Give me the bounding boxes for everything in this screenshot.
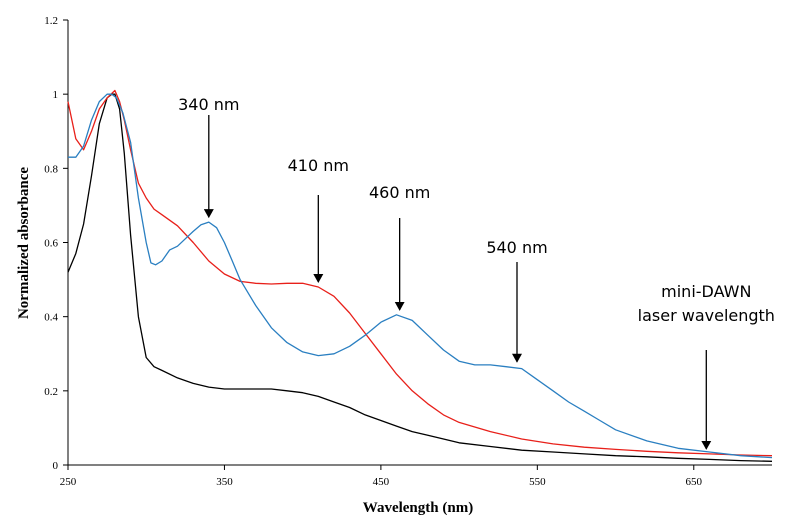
y-tick-label: 1 [53,89,59,101]
x-tick-label: 450 [373,476,390,488]
y-tick-label: 0.4 [44,312,58,324]
x-axis-label: Wavelength (nm) [363,500,473,516]
series-line-1 [67,89,773,457]
x-tick-label: 350 [216,476,233,488]
annotation-label: 460 nm [369,183,430,202]
series-layer [67,89,773,462]
annotation-label-line2: laser wavelength [638,306,775,325]
annotation-layer: 340 nm 410 nm 460 nm 540 nm mini-DAWN laser w… [178,95,775,450]
x-tick-label: 650 [686,476,703,488]
x-tick-label: 250 [60,476,77,488]
x-tick-label: 550 [529,476,546,488]
y-tick-label: 0.6 [44,238,58,250]
annotation-label: 540 nm [486,238,547,257]
series-line-2 [68,93,773,459]
y-tick-label: 0.8 [44,163,58,175]
y-axis-label: Normalized absorbance [16,167,32,319]
y-tick-label: 0 [53,460,59,472]
axes: 0 0.2 0.4 0.6 0.8 1 1.2 250 350 450 550 650 [44,15,772,488]
y-tick-label: 0.2 [44,386,58,398]
annotation-label: 340 nm [178,95,239,114]
series-line-0 [67,93,773,462]
annotation-label: mini-DAWN [661,282,751,301]
annotation-label: 410 nm [288,156,349,175]
y-tick-label: 1.2 [44,15,58,27]
